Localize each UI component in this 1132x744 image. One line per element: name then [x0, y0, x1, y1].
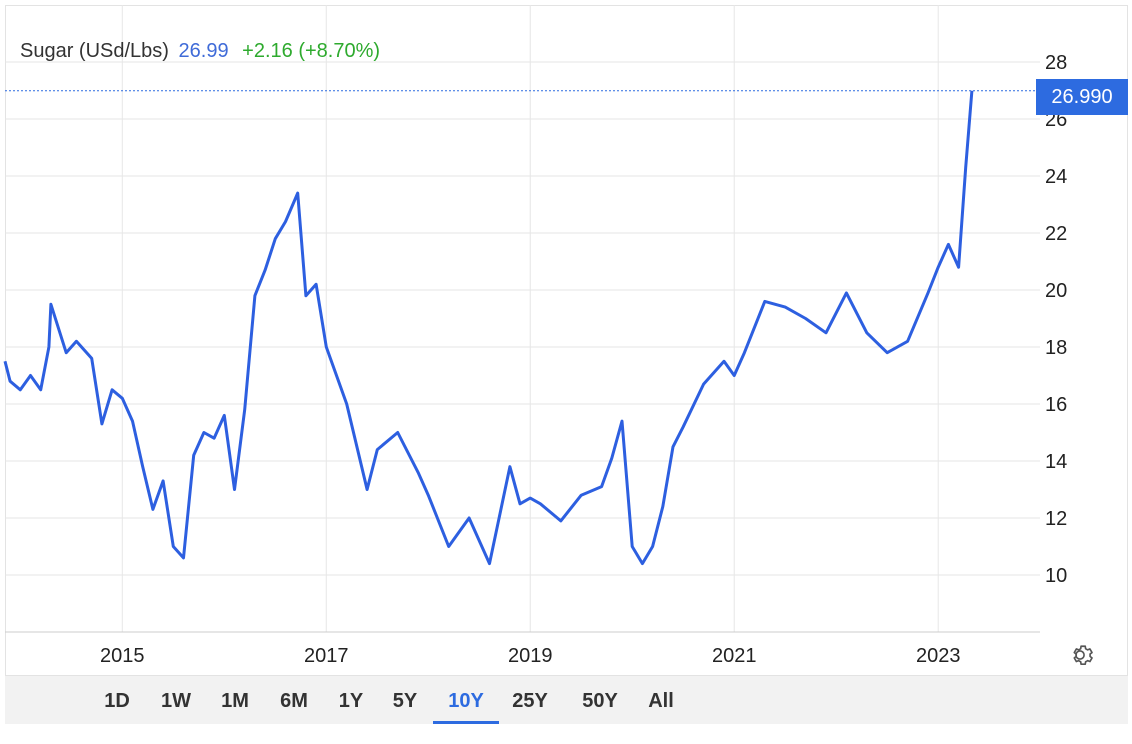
x-tick-label: 2021: [712, 645, 757, 667]
chart-legend: Sugar (USd/Lbs) 26.99 +2.16 (+8.70%): [20, 40, 380, 63]
y-tick-label: 22: [1045, 223, 1067, 245]
y-tick-label: 16: [1045, 394, 1067, 416]
time-range-selector: 1D 1W 1M 6M 1Y 5Y 10Y 25Y 50Y All: [5, 675, 1128, 724]
x-tick-label: 2017: [304, 645, 349, 667]
x-tick-label: 2015: [100, 645, 145, 667]
y-tick-label: 12: [1045, 508, 1067, 530]
range-button-1m[interactable]: 1M: [221, 690, 249, 712]
grid: [5, 5, 1040, 632]
y-tick-label: 10: [1045, 565, 1067, 587]
sugar-price-line: [3, 90, 974, 566]
price-chart[interactable]: 2015 2017 2019 2021 2023 1012141618202224262…: [0, 0, 1132, 680]
gear-icon[interactable]: [1066, 641, 1094, 669]
range-button-50y[interactable]: 50Y: [582, 690, 618, 712]
last-price-tag: 26.990: [1036, 79, 1128, 115]
range-button-1d[interactable]: 1D: [104, 690, 130, 712]
y-tick-label: 28: [1045, 52, 1067, 74]
legend-name: Sugar (USd/Lbs): [20, 40, 169, 62]
range-button-1w[interactable]: 1W: [161, 690, 191, 712]
y-tick-label: 18: [1045, 337, 1067, 359]
range-button-10y[interactable]: 10Y: [433, 676, 499, 724]
range-button-all[interactable]: All: [648, 690, 674, 712]
legend-change: +2.16 (+8.70%): [242, 40, 381, 62]
y-tick-label: 20: [1045, 280, 1067, 302]
range-button-6m[interactable]: 6M: [280, 690, 308, 712]
x-axis-ticks: 2015 2017 2019 2021 2023: [100, 645, 960, 667]
y-tick-label: 24: [1045, 166, 1067, 188]
y-tick-label: 14: [1045, 451, 1067, 473]
x-tick-label: 2019: [508, 645, 553, 667]
range-button-25y[interactable]: 25Y: [512, 690, 548, 712]
range-button-1y[interactable]: 1Y: [338, 690, 364, 712]
legend-price: 26.99: [178, 40, 229, 62]
range-button-5y[interactable]: 5Y: [392, 690, 418, 712]
x-tick-label: 2023: [916, 645, 961, 667]
